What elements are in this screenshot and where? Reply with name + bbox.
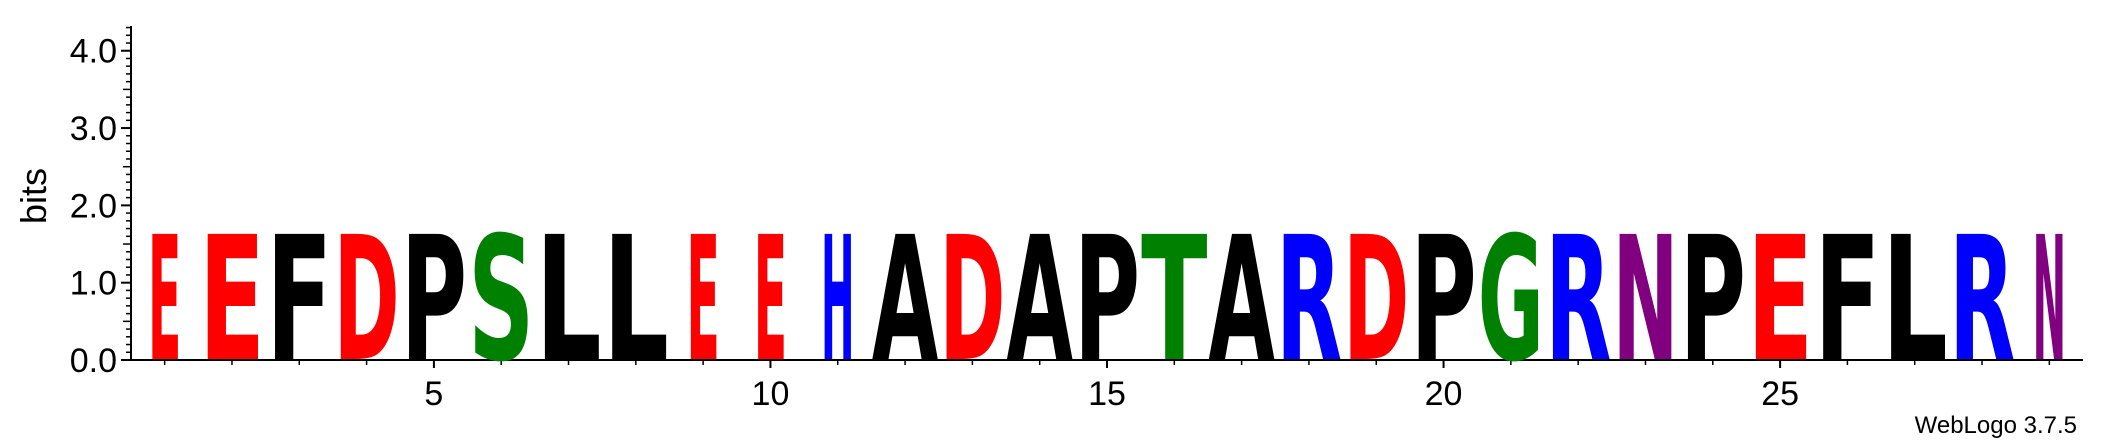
y-tick-label: 3.0 [70,110,117,148]
logo-column-7: L [535,201,601,401]
logo-letter: R [1276,201,1342,401]
y-axis: 0.0 1.0 2.0 3.0 4.0 [70,26,132,380]
logo-letter: P [1410,201,1476,400]
x-tick-label: 15 [1088,375,1126,413]
logo-letter: P [1680,201,1746,400]
logo-letter: L [603,201,669,401]
logo-column-14: A [1007,200,1073,400]
logo-letter: D [1343,200,1409,400]
x-axis: 5 10 15 20 25 [131,359,2083,413]
y-axis-title: bits [13,168,54,224]
logo-letter: E [148,200,182,400]
x-tick-label: 5 [424,375,443,413]
logo-letter: A [1007,200,1073,400]
logo-column-26: F [1814,200,1880,399]
logo-column-3: F [266,200,332,399]
logo-column-27: L [1882,201,1948,401]
logo-letter: H [821,201,855,401]
logo-column-4: D [333,200,399,400]
logo-letter: A [872,200,938,400]
logo-column-10: E [754,200,788,400]
logo-letter: N [1612,200,1678,400]
logo-column-19: D [1343,200,1409,400]
logo-column-23: N [1612,200,1678,400]
y-tick-label: 1.0 [70,265,117,303]
logo-column-20: P [1410,201,1476,400]
logo-column-16: T [1141,200,1207,399]
logo-letter: E [1747,200,1813,399]
logo-letter: F [266,200,332,399]
logo-letter: D [939,200,1005,400]
logo-column-8: L [603,201,669,401]
logo-column-21: G [1478,200,1544,400]
logo-letter: P [1074,201,1140,400]
logo-column-25: E [1747,200,1813,399]
logo-column-28: R [1949,201,2015,401]
logo-letter: D [333,200,399,400]
y-tick-label: 2.0 [70,187,117,225]
logo-letter: A [1208,200,1274,400]
logo-column-18: R [1276,201,1342,401]
logo-column-12: A [872,200,938,400]
y-tick-label: 4.0 [70,33,117,71]
logo-letter: T [1141,200,1207,399]
logo-column-17: A [1208,200,1274,400]
logo-letter: N [2033,201,2067,401]
logo-letter: P [401,201,467,400]
logo-column-1: E [148,200,182,400]
logo-letter: G [1478,200,1544,400]
logo-column-15: P [1074,201,1140,400]
logo-column-11: H [821,201,855,401]
logo-letter: R [1949,201,2015,401]
logo-column-6: S [468,201,534,400]
x-tick-label: 20 [1425,375,1463,413]
y-tick-label: 0.0 [70,342,117,380]
weblogo-credit: WebLogo 3.7.5 [1915,412,2077,439]
logo-column-9: E [686,200,720,400]
logo-column-2: E [199,200,265,399]
x-tick-label: 10 [752,375,790,413]
logo-column-5: P [401,201,467,400]
logo-letter: E [754,200,788,400]
logo-column-13: D [939,200,1005,400]
logo-letter: E [686,200,720,400]
logo-letter: L [535,201,601,401]
logo-letter: R [1545,201,1611,401]
logo-column-29: N [2033,201,2067,401]
logo-letter: E [199,200,265,399]
logo-letter: F [1814,200,1880,399]
logo-letter: S [468,201,534,400]
logo-letter: L [1882,201,1948,401]
x-tick-label: 25 [1761,375,1799,413]
logo-column-22: R [1545,201,1611,401]
logo-column-24: P [1680,201,1746,400]
